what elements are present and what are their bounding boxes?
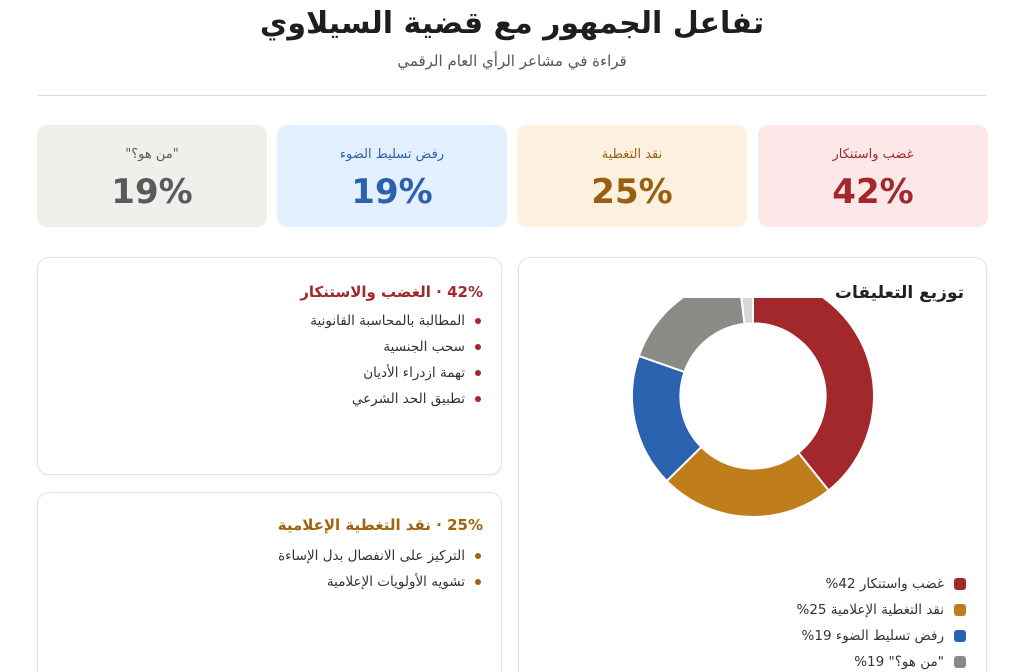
stat-card-spotlight-rejection: رفض تسليط الضوء 19% (277, 125, 507, 227)
legend-item: "من هو؟" 19% (796, 649, 966, 672)
bullet-dot (475, 370, 481, 376)
stat-label: غضب واستنكار (832, 147, 914, 162)
legend-swatch (954, 578, 966, 590)
chart-legend: غضب واستنكار 42% نقد التغطية الإعلامية 25… (796, 571, 966, 672)
stat-label: رفض تسليط الضوء (339, 147, 445, 162)
stat-label: "من هو؟" (125, 147, 179, 162)
legend-label: رفض تسليط الضوء 19% (801, 628, 944, 644)
group-card-coverage: 25% · نقد التغطية الإعلامية التركيز على … (37, 492, 502, 672)
legend-item: رفض تسليط الضوء 19% (796, 623, 966, 649)
donut-chart (631, 298, 875, 518)
list-item: تطبيق الحد الشرعي (310, 386, 483, 412)
list-item: تشويه الأولويات الإعلامية (278, 569, 483, 595)
bullet-dot (475, 396, 481, 402)
chart-title: توزيع التعليقات (834, 283, 964, 303)
list-item: سحب الجنسية (310, 334, 483, 360)
stat-label: نقد التغطية (601, 147, 663, 162)
stat-value: 19% (111, 172, 193, 212)
legend-label: غضب واستنكار 42% (825, 576, 944, 592)
stat-card-coverage-criticism: نقد التغطية 25% (517, 125, 747, 227)
header-divider (37, 95, 987, 96)
legend-item: نقد التغطية الإعلامية 25% (796, 597, 966, 623)
bullet-dot (475, 344, 481, 350)
group-title: 42% · الغضب والاستنكار (300, 283, 483, 301)
legend-label: "من هو؟" 19% (854, 654, 944, 670)
page-title: تفاعل الجمهور مع قضية السيلاوي (259, 6, 765, 41)
legend-swatch (954, 604, 966, 616)
group-title: 25% · نقد التغطية الإعلامية (277, 516, 483, 534)
list-item: التركيز على الانفصال بدل الإساءة (278, 543, 483, 569)
donut-slice-4 (740, 298, 754, 326)
page-subtitle: قراءة في مشاعر الرأي العام الرقمي (397, 52, 627, 70)
stat-card-anger: غضب واستنكار 42% (758, 125, 988, 227)
stat-value: 42% (832, 172, 914, 212)
legend-label: نقد التغطية الإعلامية 25% (796, 602, 944, 618)
stat-value: 19% (351, 172, 433, 212)
chart-card: توزيع التعليقات غضب واستنكار 42% نقد التغ… (518, 257, 987, 672)
bullet-dot (475, 553, 481, 559)
legend-item: غضب واستنكار 42% (796, 571, 966, 597)
group-list: المطالبة بالمحاسبة القانونية سحب الجنسية… (310, 308, 483, 412)
donut-slice-0 (752, 298, 875, 492)
legend-swatch (954, 630, 966, 642)
bullet-dot (475, 579, 481, 585)
bullet-dot (475, 318, 481, 324)
stat-card-who-is-he: "من هو؟" 19% (37, 125, 267, 227)
list-item: تهمة ازدراء الأديان (310, 360, 483, 386)
donut-slice-3 (637, 298, 746, 374)
legend-swatch (954, 656, 966, 668)
list-item: المطالبة بالمحاسبة القانونية (310, 308, 483, 334)
stat-value: 25% (591, 172, 673, 212)
group-list: التركيز على الانفصال بدل الإساءة تشويه ا… (278, 543, 483, 595)
group-card-anger: 42% · الغضب والاستنكار المطالبة بالمحاسب… (37, 257, 502, 475)
